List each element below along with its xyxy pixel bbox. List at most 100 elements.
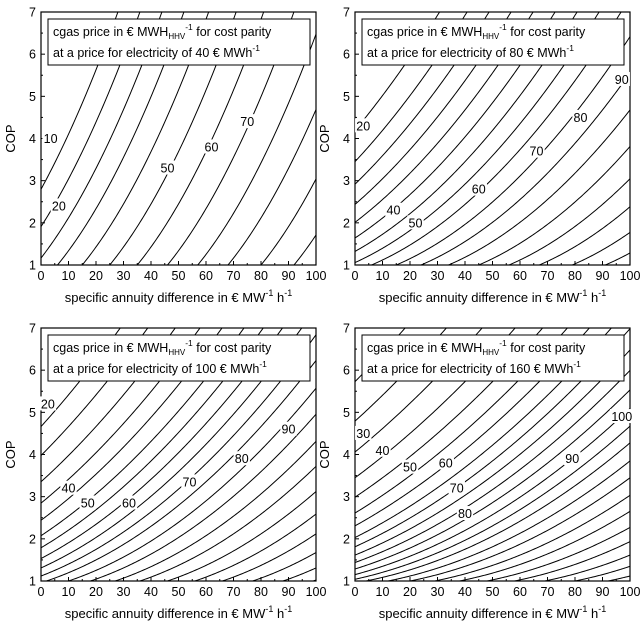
contour-label-bg: [355, 425, 372, 440]
contour-label: 80: [458, 507, 472, 521]
panel-1: 0 10 20 30 40 50 60 70 80 90 100 1 2 3 4 5 6 7 COP specific…: [3, 6, 326, 306]
y-tick-label: 7: [29, 6, 36, 20]
contour-line: [90, 413, 316, 581]
contour-line: [68, 387, 316, 581]
x-axis-label: specific annuity difference in € MW-1 h-…: [65, 288, 293, 305]
x-tick-label: 10: [376, 585, 390, 599]
legend-box: [47, 18, 311, 66]
y-tick-label: 3: [343, 490, 350, 504]
x-tick-label: 70: [541, 269, 555, 283]
contour-label: 20: [52, 199, 66, 213]
x-tick-label: 20: [89, 269, 103, 283]
contour-line: [252, 552, 316, 581]
contour-line: [355, 349, 630, 556]
contour-label-bg: [159, 160, 176, 175]
x-tick-label: 80: [568, 269, 582, 283]
contour-label-bg: [470, 181, 487, 196]
contour-label-bg: [528, 143, 545, 158]
legend-box: [361, 334, 625, 382]
contour-label: 10: [44, 132, 58, 146]
contour-label-bg: [609, 409, 634, 424]
contour-line: [514, 541, 630, 581]
contour-label: 60: [472, 183, 486, 197]
y-tick-label: 2: [343, 216, 350, 230]
y-tick-label: 6: [343, 48, 350, 62]
x-tick-label: 90: [282, 585, 296, 599]
legend-line: cgas price in € MWHHHV-1 for cost parity: [53, 22, 272, 41]
y-tick-label: 1: [343, 259, 350, 273]
contour-label-bg: [407, 215, 424, 230]
y-tick-label: 5: [343, 406, 350, 420]
contour-label-bg: [42, 131, 59, 145]
x-tick-label: 80: [254, 269, 268, 283]
contour-line: [607, 575, 630, 581]
y-tick-label: 4: [29, 448, 36, 462]
contour-line: [167, 491, 316, 581]
contour-line: [260, 178, 316, 265]
legend-line: at a price for electricity of 40 € MWh-1: [53, 43, 260, 60]
contour-label: 70: [240, 115, 254, 129]
contour-label-bg: [79, 495, 96, 510]
contour-line: [508, 178, 630, 265]
contour-line: [355, 389, 630, 570]
x-tick-label: 30: [431, 585, 445, 599]
contour-line: [572, 231, 630, 265]
y-tick-label: 4: [343, 132, 350, 146]
y-tick-label: 4: [29, 132, 36, 146]
x-tick-label: 0: [352, 585, 359, 599]
contour-label: 80: [235, 452, 249, 466]
x-tick-label: 20: [89, 585, 103, 599]
contour-label-bg: [239, 114, 256, 129]
x-tick-label: 0: [352, 269, 359, 283]
y-axis-label: COP: [3, 440, 18, 468]
contour-label: 90: [615, 73, 629, 87]
contour-label: 20: [356, 119, 370, 133]
contour-label: 70: [450, 482, 464, 496]
contour-label: 60: [205, 140, 219, 154]
contour-line: [478, 146, 630, 265]
y-tick-label: 3: [29, 490, 36, 504]
x-axis-label: specific annuity difference in € MW-1 h-…: [379, 604, 607, 621]
contour-line: [387, 460, 630, 581]
x-tick-label: 30: [431, 269, 445, 283]
contour-label-bg: [564, 451, 581, 466]
contour-label-bg: [385, 202, 402, 217]
y-tick-label: 3: [343, 174, 350, 188]
y-tick-label: 3: [29, 174, 36, 188]
y-tick-label: 5: [29, 90, 36, 104]
x-tick-label: 30: [117, 269, 131, 283]
contour-label-bg: [60, 480, 77, 495]
contour-line: [574, 565, 630, 581]
contour-line: [197, 34, 316, 265]
contour-label-bg: [203, 139, 220, 154]
contour-line: [282, 567, 316, 581]
x-tick-label: 50: [486, 269, 500, 283]
x-tick-label: 10: [376, 269, 390, 283]
contour-label-bg: [120, 495, 138, 510]
contour-label-bg: [233, 451, 250, 466]
y-axis-label: COP: [3, 124, 18, 152]
contour-line: [605, 252, 630, 265]
contour-label-bg: [437, 455, 454, 470]
x-tick-label: 0: [38, 585, 45, 599]
x-tick-label: 60: [513, 585, 527, 599]
x-tick-label: 100: [620, 585, 641, 599]
contour-line: [486, 526, 630, 581]
y-tick-label: 4: [343, 448, 350, 462]
contour-label: 50: [409, 216, 423, 230]
contour-label-bg: [50, 198, 68, 213]
contour-line: [293, 234, 316, 265]
contour-label: 60: [439, 456, 453, 470]
y-tick-label: 6: [343, 364, 350, 378]
legend-box: [47, 334, 311, 382]
x-tick-label: 70: [541, 585, 555, 599]
x-tick-label: 90: [282, 269, 296, 283]
contour-label-bg: [181, 474, 198, 489]
panel-3: 0 10 20 30 40 50 60 70 80 90 100 1 2 3 4 5 6 7 COP specific…: [3, 322, 326, 622]
contour-line: [355, 408, 630, 576]
x-tick-label: 20: [403, 585, 417, 599]
legend-line: cgas price in € MWHHHV-1 for cost parity: [367, 22, 586, 41]
x-tick-label: 70: [227, 585, 241, 599]
x-tick-label: 50: [172, 585, 186, 599]
